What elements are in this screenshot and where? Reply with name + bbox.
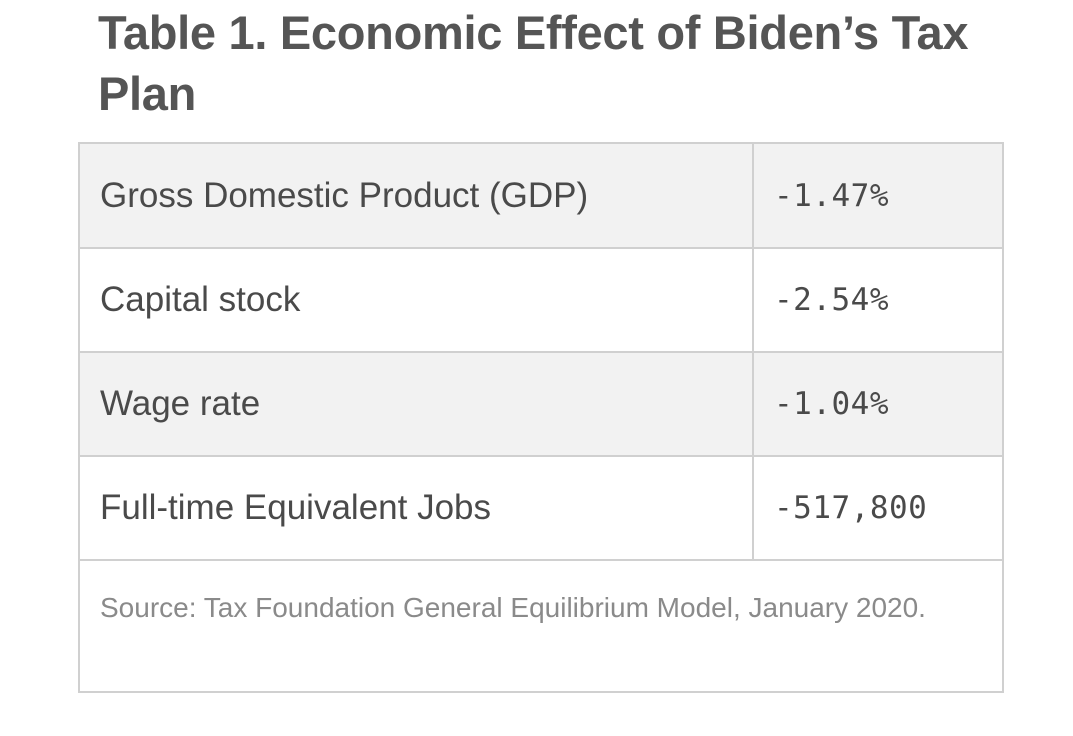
- data-table: Gross Domestic Product (GDP) -1.47% Capi…: [78, 142, 1004, 693]
- row-label-capital-stock: Capital stock: [80, 248, 754, 353]
- row-label-jobs: Full-time Equivalent Jobs: [80, 456, 754, 561]
- row-value-capital-stock: -2.54%: [753, 248, 1002, 353]
- source-note: Source: Tax Foundation General Equilibri…: [100, 592, 926, 623]
- row-label-gdp: Gross Domestic Product (GDP): [80, 144, 754, 249]
- row-label-wage-rate: Wage rate: [80, 352, 754, 457]
- row-value-jobs: -517,800: [753, 456, 1002, 561]
- table-title: Table 1. Economic Effect of Biden’s Tax …: [98, 6, 969, 120]
- row-value-wage-rate: -1.04%: [753, 352, 1002, 457]
- row-value-gdp: -1.47%: [753, 144, 1002, 249]
- table-row: Wage rate -1.04%: [80, 352, 1002, 457]
- table-row: Capital stock -2.54%: [80, 248, 1002, 353]
- table-row: Gross Domestic Product (GDP) -1.47%: [80, 144, 1002, 249]
- table-row: Full-time Equivalent Jobs -517,800: [80, 456, 1002, 561]
- table-body: Gross Domestic Product (GDP) -1.47% Capi…: [80, 144, 1002, 561]
